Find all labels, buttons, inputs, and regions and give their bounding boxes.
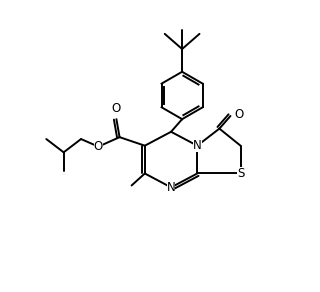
Text: O: O: [235, 108, 244, 121]
Text: N: N: [167, 181, 175, 194]
Text: N: N: [193, 139, 202, 152]
Text: O: O: [94, 140, 103, 153]
Text: S: S: [237, 167, 244, 180]
Text: O: O: [112, 102, 121, 115]
